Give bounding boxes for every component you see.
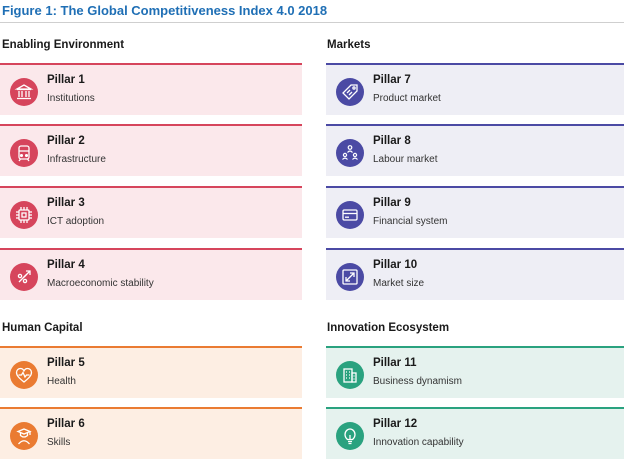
pillar-name: Business dynamism xyxy=(373,376,462,387)
pillar-card-2: Pillar 2 Infrastructure xyxy=(0,124,302,176)
pillar-title: Pillar 6 xyxy=(47,418,85,430)
percent-arrow-icon xyxy=(10,263,38,291)
pillar-card-5: Pillar 5 Health xyxy=(0,346,302,398)
pillar-title: Pillar 1 xyxy=(47,74,85,86)
pillar-title: Pillar 7 xyxy=(373,74,411,86)
pillar-name: Financial system xyxy=(373,216,448,227)
pillar-card-10: Pillar 10 Market size xyxy=(326,248,624,300)
section-innovation-ecosystem: Innovation Ecosystem xyxy=(327,322,450,334)
institution-icon xyxy=(10,78,38,106)
pillar-name: Infrastructure xyxy=(47,154,106,165)
pillar-card-6: Pillar 6 Skills xyxy=(0,407,302,459)
figure-title: Figure 1: The Global Competitiveness Ind… xyxy=(2,3,328,18)
heartbeat-icon xyxy=(10,361,38,389)
pillar-title: Pillar 2 xyxy=(47,135,85,147)
pillar-title: Pillar 12 xyxy=(373,418,418,430)
pillar-card-11: Pillar 11 Business dynamism xyxy=(326,346,624,398)
credit-card-icon xyxy=(336,201,364,229)
pillar-card-4: Pillar 4 Macroeconomic stability xyxy=(0,248,302,300)
pillar-name: Macroeconomic stability xyxy=(47,278,154,289)
pillar-title: Pillar 8 xyxy=(373,135,411,147)
pillar-title: Pillar 4 xyxy=(47,259,85,271)
pillar-title: Pillar 9 xyxy=(373,197,411,209)
price-tag-icon xyxy=(336,78,364,106)
people-network-icon xyxy=(336,139,364,167)
pillar-name: ICT adoption xyxy=(47,216,105,227)
pillar-title: Pillar 11 xyxy=(373,357,417,369)
pillar-card-12: Pillar 12 Innovation capability xyxy=(326,407,624,459)
pillar-name: Skills xyxy=(47,437,71,448)
title-divider xyxy=(0,22,624,23)
pillar-name: Labour market xyxy=(373,154,438,165)
pillar-card-7: Pillar 7 Product market xyxy=(326,63,624,115)
train-icon xyxy=(10,139,38,167)
section-enabling-environment: Enabling Environment xyxy=(2,39,125,51)
building-icon xyxy=(336,361,364,389)
lightbulb-icon xyxy=(336,422,364,450)
graduate-icon xyxy=(10,422,38,450)
pillar-card-3: Pillar 3 ICT adoption xyxy=(0,186,302,238)
pillar-card-9: Pillar 9 Financial system xyxy=(326,186,624,238)
expand-icon xyxy=(336,263,364,291)
pillar-title: Pillar 5 xyxy=(47,357,85,369)
pillar-title: Pillar 10 xyxy=(373,259,418,271)
pillar-name: Institutions xyxy=(47,93,95,104)
pillar-name: Market size xyxy=(373,278,425,289)
chip-icon xyxy=(10,201,38,229)
pillar-card-1: Pillar 1 Institutions xyxy=(0,63,302,115)
section-human-capital: Human Capital xyxy=(2,322,83,334)
section-markets: Markets xyxy=(327,39,371,51)
pillar-name: Innovation capability xyxy=(373,437,464,448)
pillar-title: Pillar 3 xyxy=(47,197,85,209)
pillar-name: Product market xyxy=(373,93,441,104)
pillar-name: Health xyxy=(47,376,76,387)
pillar-card-8: Pillar 8 Labour market xyxy=(326,124,624,176)
